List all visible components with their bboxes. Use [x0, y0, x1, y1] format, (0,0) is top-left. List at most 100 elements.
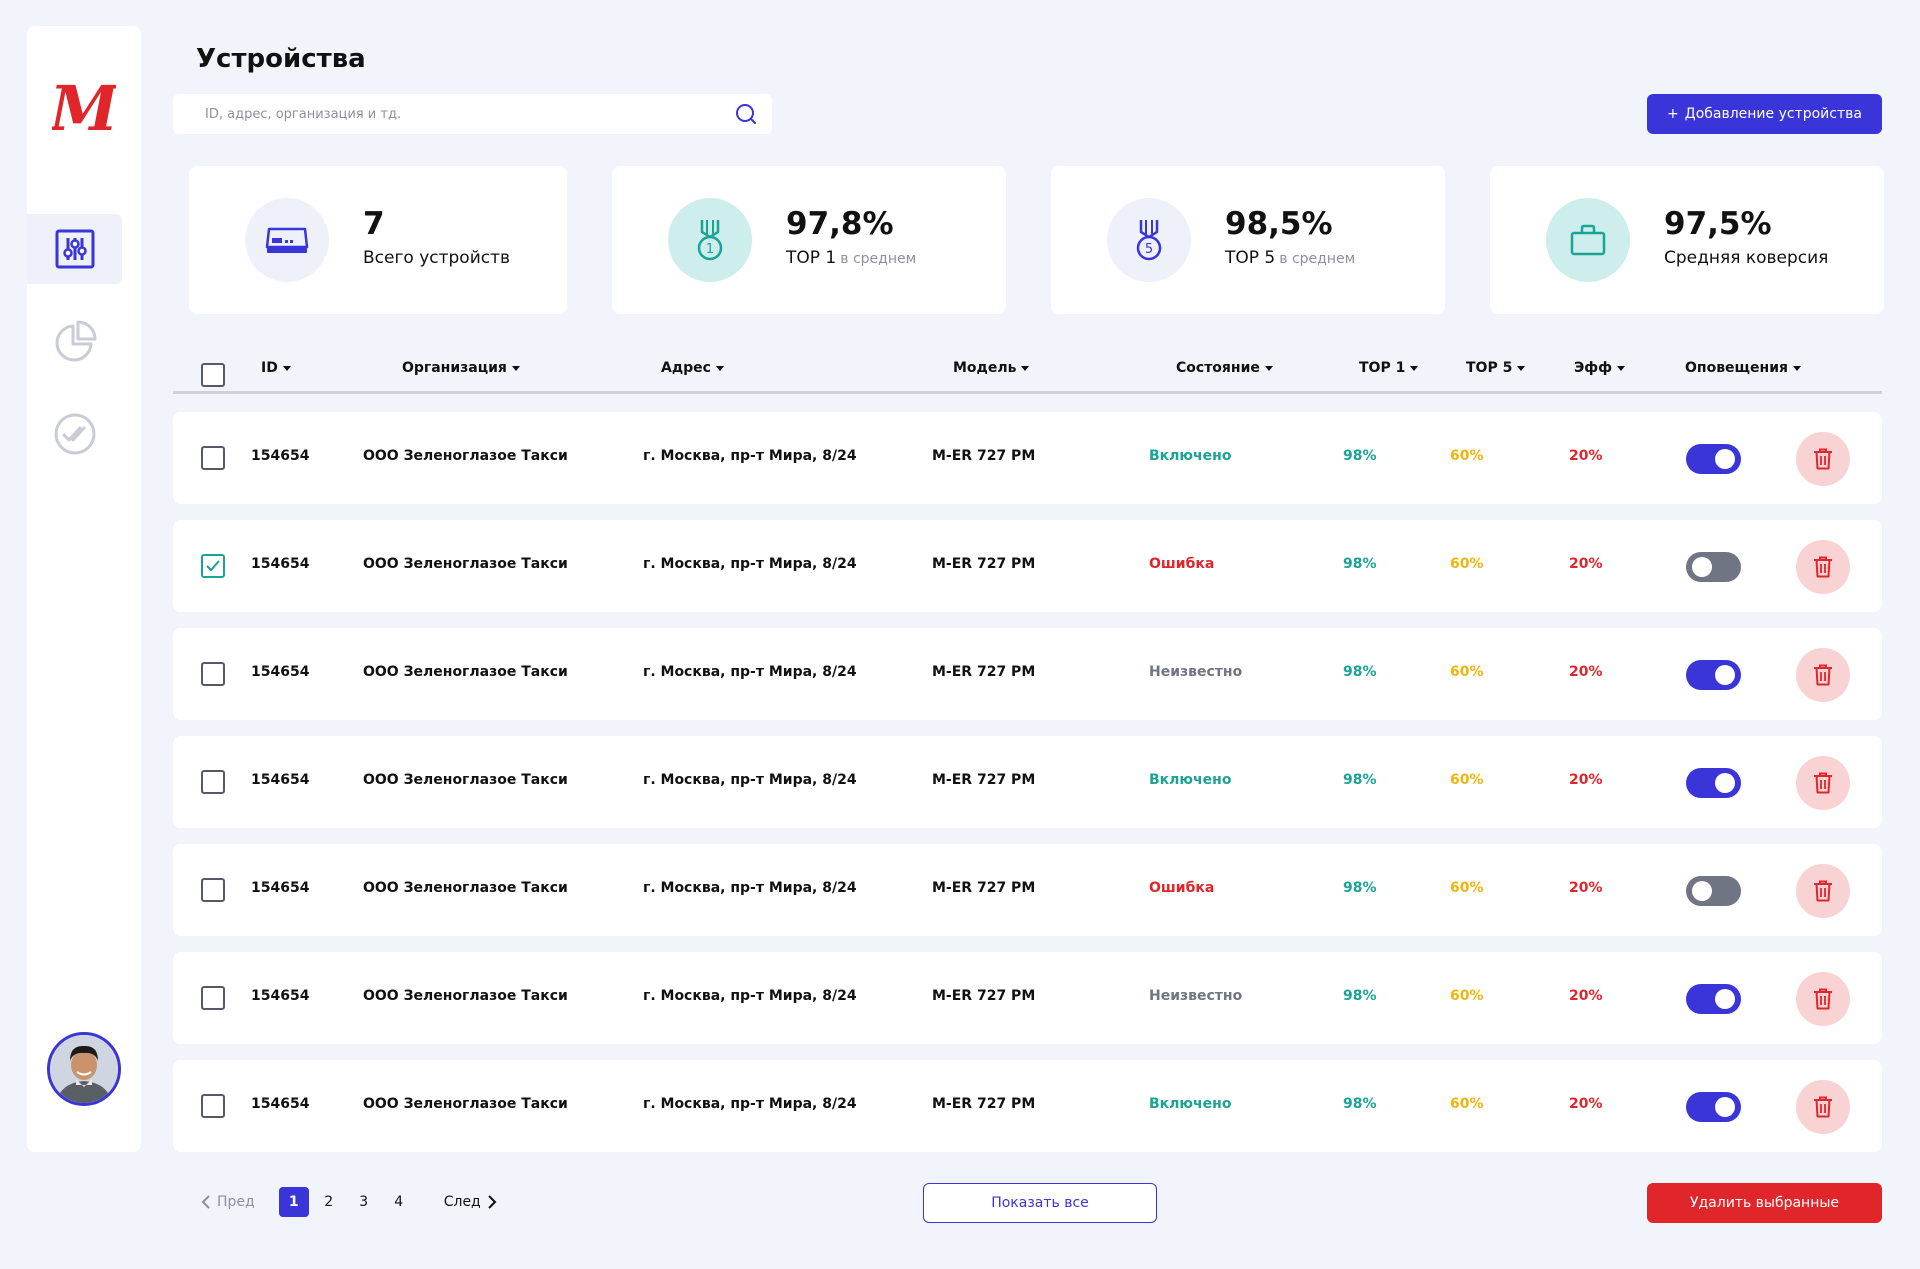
stat-icon-circle [245, 198, 329, 282]
cell-organization: ООО Зеленоглазое Такси [363, 448, 568, 464]
cell-model: M-ER 727 PM [932, 772, 1036, 788]
cell-address: г. Москва, пр-т Мира, 8/24 [643, 988, 857, 1004]
sidebar-item-analytics[interactable] [27, 307, 122, 377]
delete-row-button[interactable] [1796, 648, 1850, 702]
table-row[interactable]: 154654 ООО Зеленоглазое Такси г. Москва, п… [173, 844, 1882, 936]
svg-text:1: 1 [706, 242, 714, 257]
trash-icon [1814, 880, 1832, 902]
row-checkbox[interactable] [201, 878, 225, 902]
show-all-button[interactable]: Показать все [923, 1183, 1157, 1223]
table-row[interactable]: 154654 ООО Зеленоглазое Такси г. Москва, п… [173, 952, 1882, 1044]
page-button-4[interactable]: 4 [394, 1194, 404, 1210]
table-row[interactable]: 154654 ООО Зеленоглазое Такси г. Москва, п… [173, 628, 1882, 720]
cell-eff: 20% [1569, 772, 1603, 788]
toggle-knob [1715, 1097, 1735, 1117]
trash-icon [1814, 1096, 1832, 1118]
notifications-toggle[interactable] [1686, 444, 1741, 474]
notifications-toggle[interactable] [1686, 876, 1741, 906]
row-checkbox[interactable] [201, 662, 225, 686]
column-header-address[interactable]: Адрес [661, 360, 724, 376]
cell-address: г. Москва, пр-т Мира, 8/24 [643, 556, 857, 572]
pagination: Пред 1 2 3 4 След [201, 1187, 497, 1217]
cell-top1: 98% [1343, 664, 1377, 680]
column-header-top5[interactable]: TOP 5 [1466, 360, 1526, 376]
sidebar: M [27, 26, 141, 1152]
notifications-toggle[interactable] [1686, 552, 1741, 582]
search-input[interactable] [205, 106, 734, 122]
brand-logo[interactable]: M [48, 72, 121, 145]
cell-state: Ошибка [1149, 556, 1215, 572]
sort-caret-icon [1021, 365, 1030, 371]
sort-caret-icon [282, 365, 291, 371]
cell-state: Неизвестно [1149, 988, 1243, 1004]
search-bar [173, 94, 772, 134]
toggle-knob [1715, 449, 1735, 469]
column-header-notifications[interactable]: Оповещения [1685, 360, 1801, 376]
next-page-button[interactable]: След [444, 1194, 497, 1210]
briefcase-icon [1570, 224, 1606, 256]
checkmark-icon [206, 560, 220, 572]
delete-row-button[interactable] [1796, 1080, 1850, 1134]
delete-row-button[interactable] [1796, 864, 1850, 918]
page-button-3[interactable]: 3 [359, 1194, 369, 1210]
stat-value: 7 [363, 206, 385, 242]
sidebar-item-checks[interactable] [27, 399, 122, 469]
trash-icon [1814, 772, 1832, 794]
delete-row-button[interactable] [1796, 972, 1850, 1026]
row-checkbox[interactable] [201, 554, 225, 578]
sort-caret-icon [511, 365, 520, 371]
notifications-toggle[interactable] [1686, 660, 1741, 690]
notifications-toggle[interactable] [1686, 1092, 1741, 1122]
svg-text:M: M [52, 74, 116, 138]
stat-value: 97,5% [1664, 206, 1772, 242]
delete-row-button[interactable] [1796, 756, 1850, 810]
column-header-organization[interactable]: Организация [402, 360, 520, 376]
delete-row-button[interactable] [1796, 432, 1850, 486]
column-header-id[interactable]: ID [261, 360, 291, 376]
table-row[interactable]: 154654 ООО Зеленоглазое Такси г. Москва, п… [173, 520, 1882, 612]
column-header-model[interactable]: Модель [953, 360, 1030, 376]
add-device-label: Добавление устройства [1684, 106, 1862, 122]
cell-top5: 60% [1450, 664, 1484, 680]
delete-selected-button[interactable]: Удалить выбранные [1647, 1183, 1882, 1223]
cell-organization: ООО Зеленоглазое Такси [363, 664, 568, 680]
device-icon [265, 227, 309, 253]
column-header-top1[interactable]: TOP 1 [1359, 360, 1419, 376]
sliders-icon [55, 229, 94, 269]
search-icon[interactable] [734, 102, 758, 126]
stat-value: 98,5% [1225, 206, 1333, 242]
cell-top5: 60% [1450, 988, 1484, 1004]
sidebar-item-devices[interactable] [27, 214, 122, 284]
table-row[interactable]: 154654 ООО Зеленоглазое Такси г. Москва, п… [173, 1060, 1882, 1152]
page-button-1[interactable]: 1 [278, 1187, 309, 1217]
pie-chart-icon [55, 320, 96, 362]
row-checkbox[interactable] [201, 770, 225, 794]
column-header-eff[interactable]: Эфф [1574, 360, 1626, 376]
cell-model: M-ER 727 PM [932, 556, 1036, 572]
cell-state: Включено [1149, 772, 1232, 788]
chevron-right-icon [488, 1195, 497, 1209]
cell-id: 154654 [251, 448, 310, 464]
cell-id: 154654 [251, 664, 310, 680]
page-button-2[interactable]: 2 [324, 1194, 334, 1210]
delete-row-button[interactable] [1796, 540, 1850, 594]
trash-icon [1814, 448, 1832, 470]
user-avatar[interactable] [47, 1032, 121, 1106]
cell-state: Включено [1149, 1096, 1232, 1112]
add-device-button[interactable]: + Добавление устройства [1647, 94, 1882, 134]
column-header-state[interactable]: Состояние [1176, 360, 1273, 376]
notifications-toggle[interactable] [1686, 984, 1741, 1014]
row-checkbox[interactable] [201, 446, 225, 470]
notifications-toggle[interactable] [1686, 768, 1741, 798]
cell-top1: 98% [1343, 556, 1377, 572]
table-row[interactable]: 154654 ООО Зеленоглазое Такси г. Москва, п… [173, 412, 1882, 504]
table-row[interactable]: 154654 ООО Зеленоглазое Такси г. Москва, п… [173, 736, 1882, 828]
row-checkbox[interactable] [201, 986, 225, 1010]
select-all-checkbox[interactable] [201, 363, 225, 387]
row-checkbox[interactable] [201, 1094, 225, 1118]
cell-eff: 20% [1569, 448, 1603, 464]
cell-organization: ООО Зеленоглазое Такси [363, 1096, 568, 1112]
prev-page-button[interactable]: Пред [201, 1194, 255, 1210]
